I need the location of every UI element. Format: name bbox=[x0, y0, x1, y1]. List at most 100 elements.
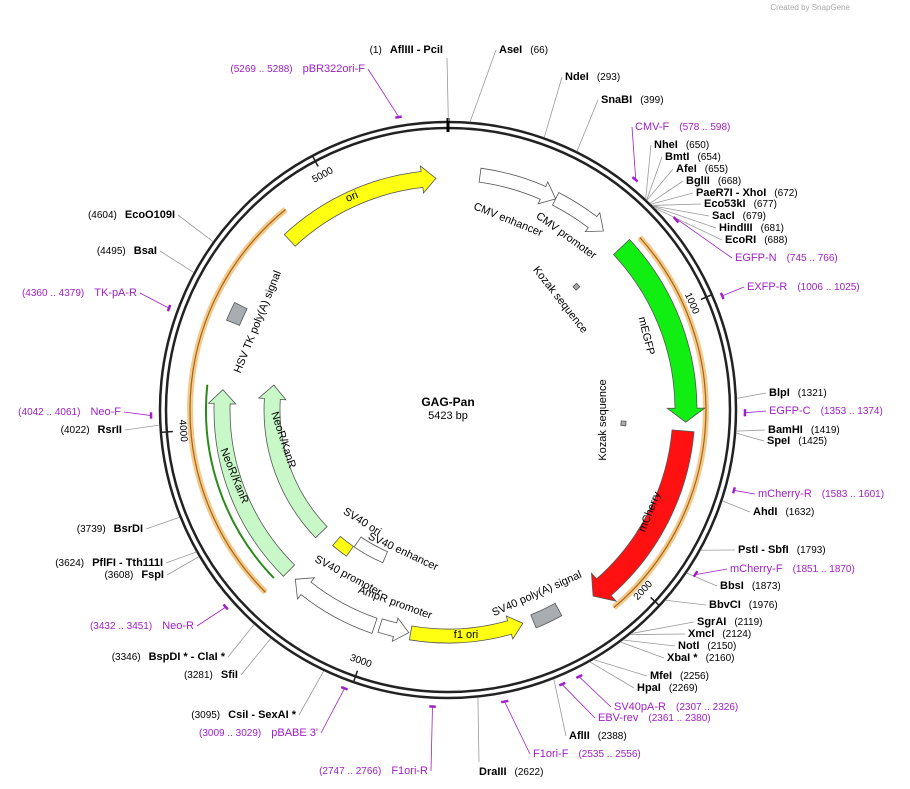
primer-leader bbox=[631, 126, 637, 179]
enzyme-site: (1793) bbox=[797, 545, 826, 556]
enzyme-label: AfeI (655) bbox=[676, 163, 728, 175]
enzyme-label: BbvCI (1976) bbox=[709, 599, 778, 611]
enzyme-name: PstI - SbfI bbox=[738, 544, 789, 556]
primer-label: mCherry-R (1583 .. 1601) bbox=[758, 488, 884, 500]
primer-name: SV40pA-R bbox=[614, 701, 666, 713]
enzyme-name: HpaI bbox=[637, 682, 661, 694]
primer-leader bbox=[562, 684, 596, 719]
enzyme-name: EcoRI bbox=[725, 234, 756, 246]
primer-name: Neo-F bbox=[90, 406, 121, 418]
enzyme-name: AseI bbox=[499, 44, 522, 56]
plasmid-length: 5423 bp bbox=[428, 410, 468, 422]
feature-arrow bbox=[530, 602, 563, 629]
ring-tick bbox=[700, 293, 713, 301]
enzyme-name: RsrII bbox=[98, 424, 122, 436]
enzyme-site: (399) bbox=[640, 95, 663, 106]
enzyme-name: NheI bbox=[654, 139, 678, 151]
primer-mark bbox=[500, 699, 509, 704]
feature-arrow bbox=[572, 282, 581, 291]
feature-arrow bbox=[377, 617, 410, 643]
primer-name: EBV-rev bbox=[598, 712, 639, 724]
enzyme-name: NotI bbox=[678, 640, 699, 652]
primer-range: (3009 .. 3029) bbox=[199, 728, 261, 739]
enzyme-name: BsaI bbox=[134, 245, 157, 257]
primer-range: (2361 .. 2380) bbox=[648, 713, 710, 724]
enzyme-label: SgrAI (2119) bbox=[697, 616, 763, 628]
enzyme-site: (3281) bbox=[184, 670, 213, 681]
orf-line bbox=[189, 209, 286, 593]
enzyme-leader bbox=[165, 551, 197, 564]
primer-range: (1006 .. 1025) bbox=[797, 282, 859, 293]
enzyme-site: (2119) bbox=[734, 617, 762, 628]
enzyme-label: BbsI (1873) bbox=[720, 580, 781, 592]
primer-mark bbox=[222, 603, 229, 611]
enzyme-site: (1425) bbox=[798, 436, 827, 447]
enzyme-site: (3095) bbox=[191, 710, 220, 721]
enzyme-label: AseI (66) bbox=[499, 44, 548, 56]
enzyme-name: BbvCI bbox=[709, 599, 741, 611]
primer-range: (3432 .. 3451) bbox=[90, 621, 152, 632]
feature-arrow bbox=[591, 429, 695, 602]
primer-name: TK-pA-R bbox=[94, 287, 137, 299]
primer-name: pBR322ori-F bbox=[303, 63, 366, 75]
primer-range: (2535 .. 2556) bbox=[578, 749, 640, 760]
enzyme-name: BsrDI bbox=[114, 523, 143, 535]
primer-mark bbox=[558, 681, 566, 687]
feature-arrow bbox=[225, 301, 248, 326]
primer-name: EXFP-R bbox=[747, 281, 787, 293]
enzyme-site: (3624) bbox=[55, 558, 84, 569]
enzyme-label: BlpI (1321) bbox=[769, 387, 827, 399]
enzyme-name: SpeI bbox=[767, 435, 790, 447]
primer-label: SV40pA-R (2307 .. 2326) bbox=[614, 701, 738, 713]
primer-range: (578 .. 598) bbox=[679, 122, 730, 133]
primer-leader bbox=[430, 707, 433, 772]
ring-tick bbox=[311, 155, 319, 167]
enzyme-name: SnaBI bbox=[601, 94, 632, 106]
enzyme-site: (688) bbox=[764, 235, 787, 246]
primer-mark bbox=[166, 304, 172, 312]
enzyme-name: AfeI bbox=[676, 163, 697, 175]
enzyme-name: HindIII bbox=[719, 222, 753, 234]
primer-label: (2747 .. 2766) F1ori-R bbox=[319, 765, 428, 777]
primer-name: CMV-F bbox=[635, 121, 670, 133]
primer-mark bbox=[631, 176, 639, 183]
enzyme-label: NdeI (293) bbox=[565, 71, 620, 83]
enzyme-site: (66) bbox=[530, 45, 548, 56]
ring-tick-label: 5000 bbox=[310, 165, 335, 185]
primer-label: EBV-rev (2361 .. 2380) bbox=[598, 712, 711, 724]
enzyme-leader bbox=[469, 49, 497, 122]
primer-leader bbox=[123, 411, 151, 416]
enzyme-leader bbox=[593, 659, 648, 677]
enzyme-label: NheI (650) bbox=[654, 139, 709, 151]
primer-range: (4360 .. 4379) bbox=[22, 288, 84, 299]
primer-range: (2307 .. 2326) bbox=[676, 702, 738, 713]
enzyme-label: DraIII (2622) bbox=[479, 766, 543, 778]
enzyme-leader bbox=[652, 206, 717, 229]
enzyme-leader bbox=[553, 678, 567, 737]
enzyme-site: (2150) bbox=[707, 641, 736, 652]
enzyme-site: (4495) bbox=[97, 246, 126, 257]
primer-label: EGFP-C (1353 .. 1374) bbox=[769, 405, 883, 417]
enzyme-label: EcoRI (688) bbox=[725, 234, 788, 246]
feature-arrow bbox=[478, 167, 557, 205]
enzyme-leader bbox=[240, 638, 272, 676]
enzyme-site: (668) bbox=[718, 176, 741, 187]
enzyme-site: (2269) bbox=[669, 683, 698, 694]
primer-label: (3432 .. 3451) Neo-R bbox=[90, 620, 194, 632]
enzyme-label: HindIII (681) bbox=[719, 222, 784, 234]
orf-line-green bbox=[204, 384, 275, 579]
primer-leader bbox=[367, 68, 399, 117]
enzyme-name: BamHI bbox=[768, 424, 803, 436]
enzyme-name: BmtI bbox=[665, 151, 689, 163]
enzyme-label: (4604) EcoO109I bbox=[88, 209, 175, 221]
feature-arrow bbox=[294, 577, 378, 634]
feature-label: CMV enhancer bbox=[472, 201, 545, 240]
enzyme-leader bbox=[166, 556, 200, 576]
enzyme-site: (679) bbox=[743, 211, 766, 222]
enzyme-leader bbox=[446, 57, 449, 122]
feature-label: Kozak sequence bbox=[530, 264, 590, 335]
enzyme-name: NdeI bbox=[565, 71, 589, 83]
primer-leader bbox=[579, 677, 612, 708]
primer-name: mCherry-F bbox=[730, 563, 783, 575]
primer-leader bbox=[139, 292, 169, 309]
